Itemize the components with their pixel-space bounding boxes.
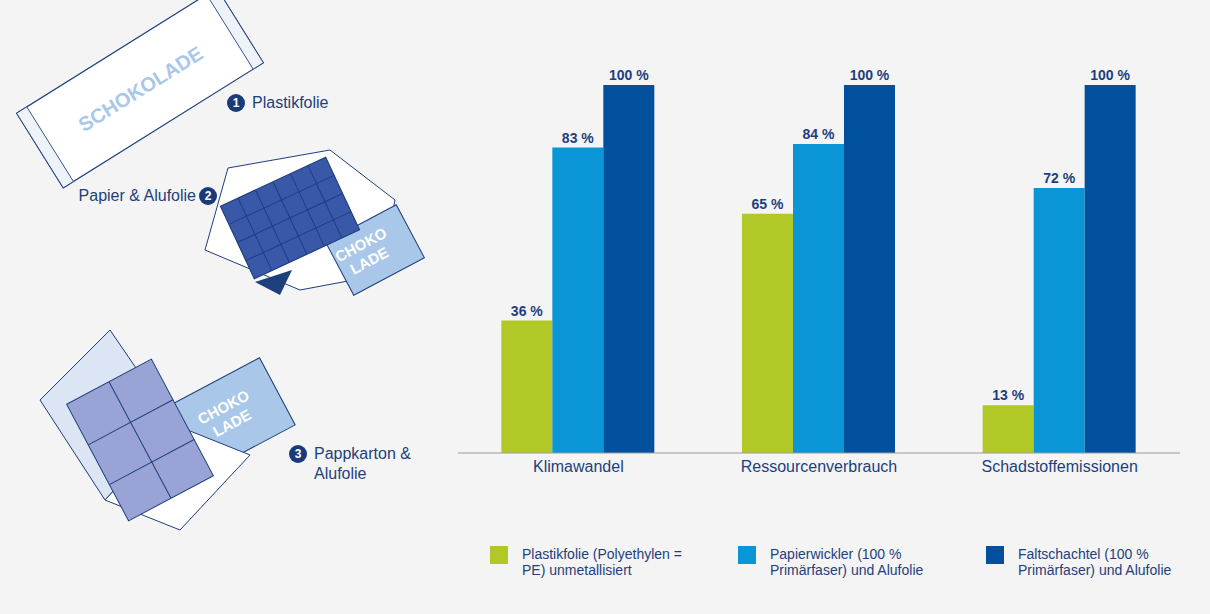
svg-text:Ressourcenverbrauch: Ressourcenverbrauch [741, 458, 898, 475]
html-text:Faltschachtel (100 % Primärfas: Faltschachtel (100 % Primärfaser) und Al… [1018, 546, 1172, 578]
svg-text:CHOKO: CHOKO [194, 386, 252, 428]
svg-text:Klimawandel: Klimawandel [533, 458, 624, 475]
html-text:3: 3 [294, 447, 302, 461]
html-text:Plastikfolie: Plastikfolie [252, 94, 329, 111]
svg-text:100 %: 100 % [609, 67, 649, 83]
svg-text:100 %: 100 % [850, 67, 890, 83]
html-text:Plastikfolie (Polyethylen = PE: Plastikfolie (Polyethylen = PE) unmetall… [522, 546, 682, 578]
svg-text:100 %: 100 % [1090, 67, 1130, 83]
svg-text:83 %: 83 % [562, 130, 594, 146]
svg-text:36 %: 36 % [511, 303, 543, 319]
svg-text:LADE: LADE [347, 243, 391, 277]
svg-text:72 %: 72 % [1043, 170, 1075, 186]
svg-text:65 %: 65 % [752, 196, 784, 212]
svg-text:LADE: LADE [210, 406, 254, 440]
svg-text:SCHOKOLADE: SCHOKOLADE [74, 42, 206, 136]
html-text:Papier & Alufolie: Papier & Alufolie [78, 187, 196, 204]
svg-text:Schadstoffemissionen: Schadstoffemissionen [982, 458, 1138, 475]
svg-text:13 %: 13 % [992, 387, 1024, 403]
svg-text:84 %: 84 % [803, 126, 835, 142]
html-text:Pappkarton & Alufolie: Pappkarton & Alufolie [314, 445, 411, 482]
html-text:1: 1 [232, 96, 240, 110]
html-text:2: 2 [204, 189, 212, 203]
html-text:Papierwickler (100 % Primärfas: Papierwickler (100 % Primärfaser) und Al… [770, 546, 924, 578]
